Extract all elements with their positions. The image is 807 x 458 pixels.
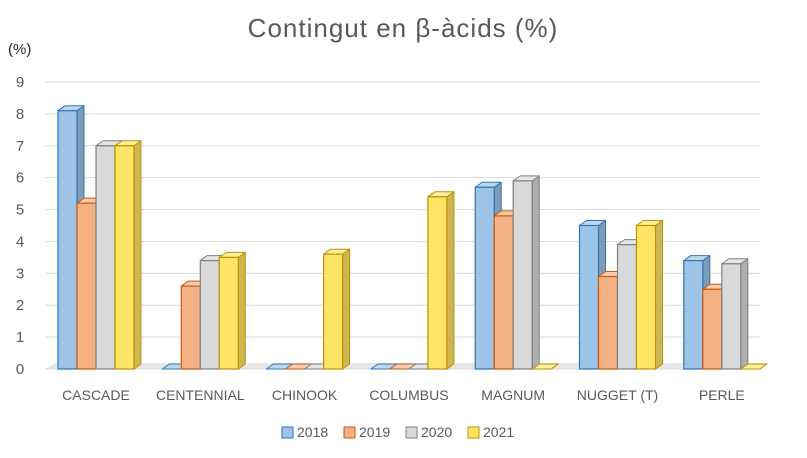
bar-front (721, 263, 742, 370)
bar-side (531, 175, 540, 370)
legend-swatch (467, 426, 480, 439)
legend-label: 2021 (483, 424, 514, 440)
bar (635, 220, 663, 370)
bar-side (237, 251, 246, 370)
bar-front (76, 202, 97, 370)
bar-front (218, 256, 239, 370)
bar (740, 363, 768, 370)
bar (721, 258, 749, 370)
gridlines (45, 81, 760, 370)
bar-front (597, 275, 619, 370)
bar-side (740, 258, 749, 370)
bar (427, 191, 455, 370)
bar-front (199, 259, 220, 370)
y-tick-label: 2 (16, 297, 24, 314)
y-axis-label: (%) (8, 41, 31, 58)
bar-front (427, 196, 448, 370)
bar-front (323, 253, 344, 370)
bar-front (683, 259, 704, 370)
legend-label: 2019 (359, 424, 390, 440)
bar (218, 251, 246, 370)
bar-front (635, 224, 657, 370)
y-tick-label: 3 (16, 265, 24, 282)
bar-front (512, 180, 533, 370)
bar-front (578, 224, 600, 370)
y-tick-label: 7 (16, 138, 24, 155)
legend-label: 2018 (297, 424, 328, 440)
bars (57, 105, 768, 370)
bar (531, 363, 559, 370)
bar-side (133, 140, 142, 370)
y-tick-label: 8 (16, 106, 24, 123)
bar (512, 175, 540, 370)
chart-title: Contingut en β-àcids (%) (248, 13, 559, 43)
legend-swatch (405, 426, 418, 439)
category-label: CASCADE (62, 387, 130, 403)
bar-front (57, 110, 78, 370)
bar (114, 140, 142, 370)
bar-side (446, 191, 455, 370)
category-label: NUGGET (T) (577, 387, 658, 403)
bar-side (342, 248, 351, 370)
bar-front (616, 244, 638, 370)
category-label: CHINOOK (272, 387, 338, 403)
y-tick-label: 4 (16, 233, 24, 250)
bar-front (493, 215, 514, 370)
category-label: CENTENNIAL (156, 387, 245, 403)
y-axis-ticks: 0 1 2 3 4 5 6 7 8 9 (16, 74, 24, 378)
bar-front (180, 285, 201, 370)
bar-side (655, 220, 663, 370)
bar-top (531, 363, 559, 370)
bar (323, 248, 351, 370)
category-label: MAGNUM (481, 387, 545, 403)
y-tick-label: 5 (16, 202, 24, 219)
y-tick-label: 6 (16, 170, 24, 187)
legend: 2018 2019 2020 2021 (281, 424, 514, 440)
category-labels: CASCADE CENTENNIAL CHINOOK COLUMBUS MAGNUM NU… (62, 387, 745, 403)
bar-top (740, 363, 768, 370)
legend-swatch (281, 426, 294, 439)
bar-front (702, 288, 723, 370)
legend-label: 2020 (421, 424, 452, 440)
category-label: COLUMBUS (369, 387, 448, 403)
bar-front (474, 186, 495, 370)
category-label: PERLE (699, 387, 745, 403)
bar-front (114, 145, 135, 370)
y-tick-label: 1 (16, 329, 24, 346)
y-tick-label: 9 (16, 74, 24, 91)
bar-front (95, 145, 116, 370)
y-tick-label: 0 (16, 361, 24, 378)
legend-swatch (343, 426, 356, 439)
